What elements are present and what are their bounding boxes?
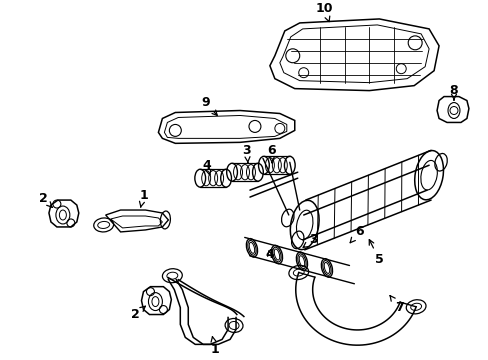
Circle shape (449, 107, 457, 114)
Text: 6: 6 (267, 144, 276, 162)
Text: 2: 2 (39, 192, 52, 207)
Text: 3: 3 (242, 144, 251, 162)
Text: 10: 10 (315, 3, 333, 22)
Text: 9: 9 (201, 96, 217, 116)
Text: 3: 3 (303, 233, 317, 247)
Text: 4: 4 (203, 159, 211, 175)
Text: 1: 1 (210, 337, 219, 356)
Text: 8: 8 (449, 84, 457, 100)
Text: 5: 5 (368, 240, 383, 266)
Text: 7: 7 (389, 296, 403, 314)
Text: 1: 1 (139, 189, 147, 207)
Text: 4: 4 (265, 248, 274, 261)
Text: 6: 6 (349, 225, 363, 243)
Text: 2: 2 (131, 306, 145, 321)
